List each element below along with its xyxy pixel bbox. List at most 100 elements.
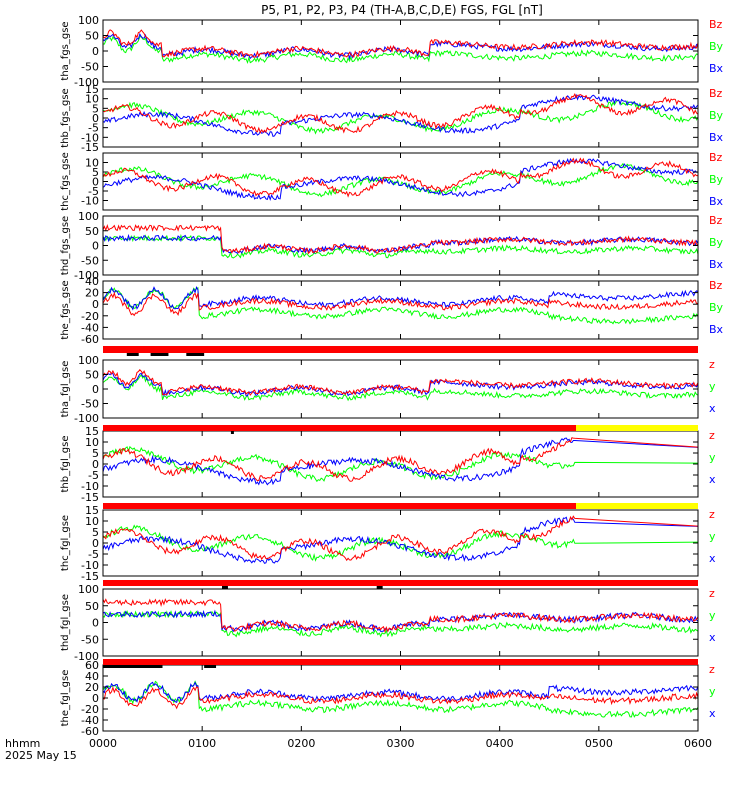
y-tick-label: -5 bbox=[88, 185, 99, 198]
thc_fgs_gse-y-series bbox=[102, 162, 699, 198]
y-tick-label: 0 bbox=[92, 617, 99, 630]
legend-y: y bbox=[709, 530, 716, 543]
x-tick-label: 0600 bbox=[684, 737, 712, 750]
legend-Bz: Bz bbox=[709, 214, 723, 227]
thc_fgs_gse-x-series bbox=[102, 157, 699, 201]
y-tick-label: 50 bbox=[85, 600, 99, 613]
y-tick-label: 10 bbox=[85, 93, 99, 106]
y-tick-label: -50 bbox=[81, 633, 99, 646]
y-tick-label: -100 bbox=[74, 76, 99, 89]
y-tick-label: 5 bbox=[92, 447, 99, 460]
legend-z: z bbox=[709, 429, 715, 442]
y-tick-label: 40 bbox=[85, 670, 99, 683]
y-tick-label: -20 bbox=[81, 703, 99, 716]
y-tick-label: 60 bbox=[85, 659, 99, 672]
y-tick-label: -15 bbox=[81, 491, 99, 504]
status-bar bbox=[103, 425, 698, 434]
thb_fgl_gse-x-series bbox=[102, 437, 699, 486]
y-tick-label: -15 bbox=[81, 570, 99, 583]
y-tick-label: 15 bbox=[85, 425, 99, 438]
y-tick-label: -5 bbox=[88, 548, 99, 561]
status-segment-red bbox=[103, 659, 698, 665]
legend-y: y bbox=[709, 380, 716, 393]
y-tick-label: 10 bbox=[85, 157, 99, 170]
y-axis-label: thb_fgl_gse bbox=[60, 436, 71, 493]
thc_fgs_gse-z-series bbox=[102, 157, 698, 198]
the_fgs_gse-y-series bbox=[102, 286, 699, 325]
legend-y: y bbox=[709, 685, 716, 698]
y-axis-label: the_fgs_gse bbox=[60, 280, 71, 339]
status-segment-red bbox=[103, 425, 577, 431]
y-tick-label: 0 bbox=[92, 458, 99, 471]
y-tick-label: 10 bbox=[85, 436, 99, 449]
y-axis-label: thb_fgs_gse bbox=[60, 88, 71, 147]
y-tick-label: -10 bbox=[81, 195, 99, 208]
status-mark bbox=[186, 353, 205, 356]
status-segment-red bbox=[103, 580, 698, 586]
the_fgl_gse-y-series bbox=[102, 680, 699, 718]
y-axis-label: the_fgl_gse bbox=[60, 670, 71, 727]
y-tick-label: 0 bbox=[92, 112, 99, 125]
legend-Bx: Bx bbox=[709, 195, 724, 208]
y-axis-label: thc_fgl_gse bbox=[60, 515, 71, 571]
legend-Bx: Bx bbox=[709, 258, 724, 271]
status-mark bbox=[230, 431, 234, 434]
x-axis: 0000 0100 0200 0300 0400 0500 0600 bbox=[89, 737, 712, 750]
y-tick-label: 0 bbox=[92, 240, 99, 253]
y-axis-label: tha_fgs_gse bbox=[60, 21, 71, 80]
status-bar bbox=[103, 503, 698, 509]
tha_fgs_gse-z-series bbox=[102, 29, 699, 58]
legend-Bx: Bx bbox=[709, 131, 724, 144]
legend-z: z bbox=[709, 663, 715, 676]
thb_fgs_gse-x-series bbox=[102, 93, 699, 138]
y-tick-label: 0 bbox=[92, 383, 99, 396]
y-tick-label: 5 bbox=[92, 526, 99, 539]
status-mark bbox=[376, 586, 383, 589]
y-tick-label: -100 bbox=[74, 269, 99, 282]
status-segment-yellow bbox=[576, 425, 698, 431]
legend-x: x bbox=[709, 402, 716, 415]
legend-By: By bbox=[709, 301, 724, 314]
legend-By: By bbox=[709, 109, 724, 122]
thc_fgl_gse-y-series bbox=[103, 524, 699, 562]
thd_fgl_gse-x-series bbox=[102, 609, 699, 633]
y-tick-label: 100 bbox=[78, 14, 99, 27]
legend-y: y bbox=[709, 609, 716, 622]
y-axis-label: thd_fgl_gse bbox=[60, 594, 71, 651]
legend-z: z bbox=[709, 587, 715, 600]
y-tick-label: 100 bbox=[78, 583, 99, 596]
y-tick-label: -60 bbox=[81, 333, 99, 346]
y-tick-label: -10 bbox=[81, 480, 99, 493]
status-segment-yellow bbox=[576, 503, 698, 509]
legend-Bz: Bz bbox=[709, 87, 723, 100]
y-axis-label: thc_fgs_gse bbox=[60, 152, 71, 211]
y-tick-label: 5 bbox=[92, 166, 99, 179]
the_fgs_gse-z-series bbox=[102, 291, 699, 317]
panel-frame bbox=[102, 215, 699, 276]
legend-By: By bbox=[709, 236, 724, 249]
y-tick-label: 100 bbox=[78, 210, 99, 223]
chart-title: P5, P1, P2, P3, P4 (TH-A,B,C,D,E) FGS, F… bbox=[261, 3, 543, 17]
tha_fgl_gse-z-series bbox=[102, 369, 699, 396]
legend-Bz: Bz bbox=[709, 279, 723, 292]
legend-By: By bbox=[709, 40, 724, 53]
date-label: 2025 May 15 bbox=[5, 749, 77, 762]
x-tick-label: 0400 bbox=[486, 737, 514, 750]
time-unit-label: hhmm bbox=[5, 737, 40, 750]
y-axis-label: tha_fgl_gse bbox=[60, 361, 71, 418]
y-tick-label: -50 bbox=[81, 254, 99, 267]
y-tick-label: -5 bbox=[88, 469, 99, 482]
status-segment-red bbox=[103, 503, 577, 509]
y-tick-label: -40 bbox=[81, 714, 99, 727]
y-tick-label: 20 bbox=[85, 287, 99, 300]
y-tick-label: 15 bbox=[85, 83, 99, 96]
thd_fgs_gse-z-series bbox=[102, 224, 699, 255]
status-bar bbox=[103, 659, 698, 668]
thd_fgs_gse-y-series bbox=[102, 233, 699, 259]
